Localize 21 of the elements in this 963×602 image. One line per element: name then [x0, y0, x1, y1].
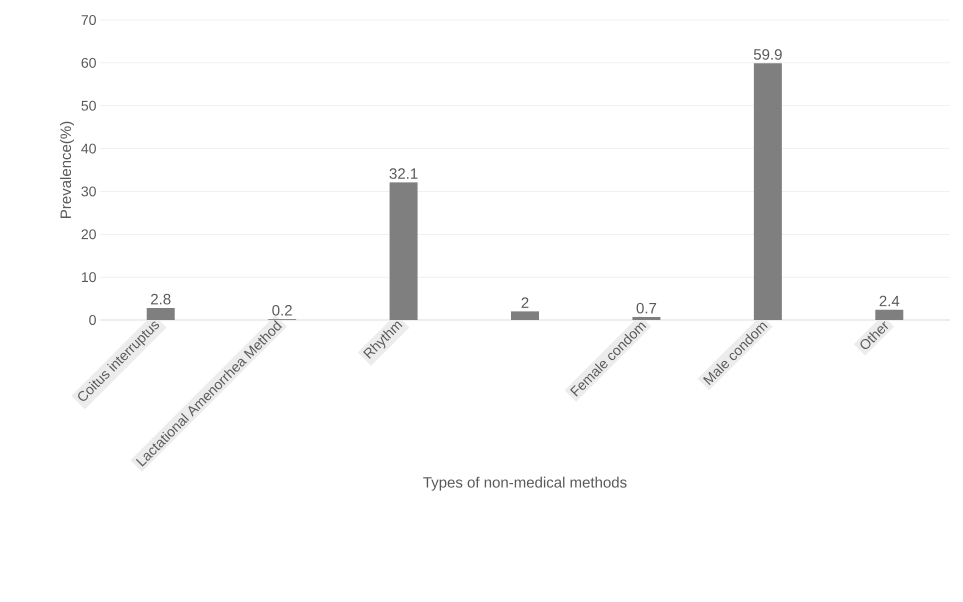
data-label: 0.2 [272, 304, 292, 316]
y-tick-label: 0 [89, 315, 96, 325]
y-tick-label: 50 [81, 100, 96, 111]
data-label: 32.1 [390, 168, 418, 179]
y-axis-title: Prevalence(%) [60, 122, 74, 218]
bar [875, 310, 904, 320]
bar [511, 311, 540, 320]
data-label: 59.9 [754, 49, 782, 60]
data-label: 2.4 [880, 296, 900, 306]
data-label: 2 [522, 297, 528, 308]
bar [632, 316, 660, 320]
bar [146, 308, 175, 320]
y-tick-label: 60 [82, 58, 96, 68]
x-axis-title: Types of non-medical methods [423, 476, 627, 491]
y-tick-label: 10 [82, 272, 96, 282]
y-tick-label: 40 [81, 144, 96, 154]
y-tick-label: 70 [82, 15, 96, 25]
y-tick-label: 30 [81, 186, 96, 196]
y-tick-label: 20 [82, 229, 96, 240]
data-label: 2.8 [151, 294, 170, 304]
data-label: 0.7 [636, 302, 656, 314]
